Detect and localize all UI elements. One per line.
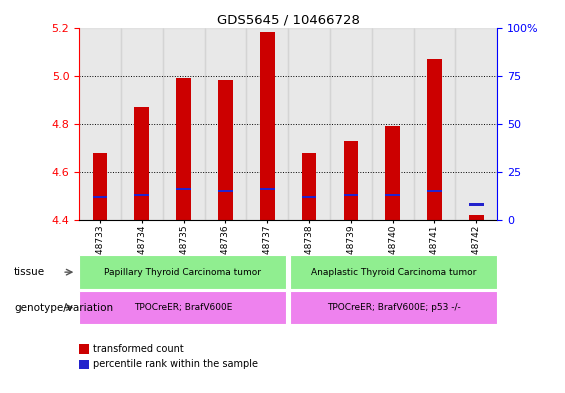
Bar	[79, 360, 89, 369]
Bar	[176, 78, 191, 220]
Bar	[176, 188, 191, 191]
Bar	[344, 194, 358, 196]
Text: tissue: tissue	[14, 267, 45, 277]
Bar	[79, 255, 286, 289]
Bar	[414, 28, 455, 220]
Bar	[79, 28, 121, 220]
Bar	[134, 107, 149, 220]
Bar	[455, 28, 497, 220]
Bar	[290, 291, 497, 324]
Bar	[79, 344, 89, 354]
Text: genotype/variation: genotype/variation	[14, 303, 113, 312]
Bar	[218, 190, 233, 193]
Title: GDS5645 / 10466728: GDS5645 / 10466728	[217, 13, 359, 26]
Bar	[246, 28, 288, 220]
Bar	[93, 196, 107, 198]
Text: TPOCreER; BrafV600E: TPOCreER; BrafV600E	[133, 303, 232, 312]
Text: transformed count: transformed count	[93, 343, 184, 354]
Bar	[385, 194, 400, 196]
Bar	[302, 153, 316, 220]
Bar	[290, 255, 497, 289]
Bar	[163, 28, 205, 220]
Bar	[93, 153, 107, 220]
Bar	[427, 59, 442, 220]
Bar	[218, 81, 233, 220]
Bar	[288, 28, 330, 220]
Bar	[121, 28, 163, 220]
Bar	[344, 141, 358, 220]
Text: percentile rank within the sample: percentile rank within the sample	[93, 359, 258, 369]
Bar	[302, 196, 316, 198]
Bar	[260, 32, 275, 220]
Bar	[260, 188, 275, 191]
Text: Papillary Thyroid Carcinoma tumor: Papillary Thyroid Carcinoma tumor	[105, 268, 261, 277]
Bar	[330, 28, 372, 220]
Text: Anaplastic Thyroid Carcinoma tumor: Anaplastic Thyroid Carcinoma tumor	[311, 268, 476, 277]
Text: TPOCreER; BrafV600E; p53 -/-: TPOCreER; BrafV600E; p53 -/-	[327, 303, 460, 312]
Bar	[205, 28, 246, 220]
Bar	[427, 190, 442, 193]
Bar	[469, 215, 484, 220]
Bar	[469, 204, 484, 206]
Bar	[134, 194, 149, 196]
Bar	[372, 28, 414, 220]
Bar	[79, 291, 286, 324]
Bar	[385, 126, 400, 220]
